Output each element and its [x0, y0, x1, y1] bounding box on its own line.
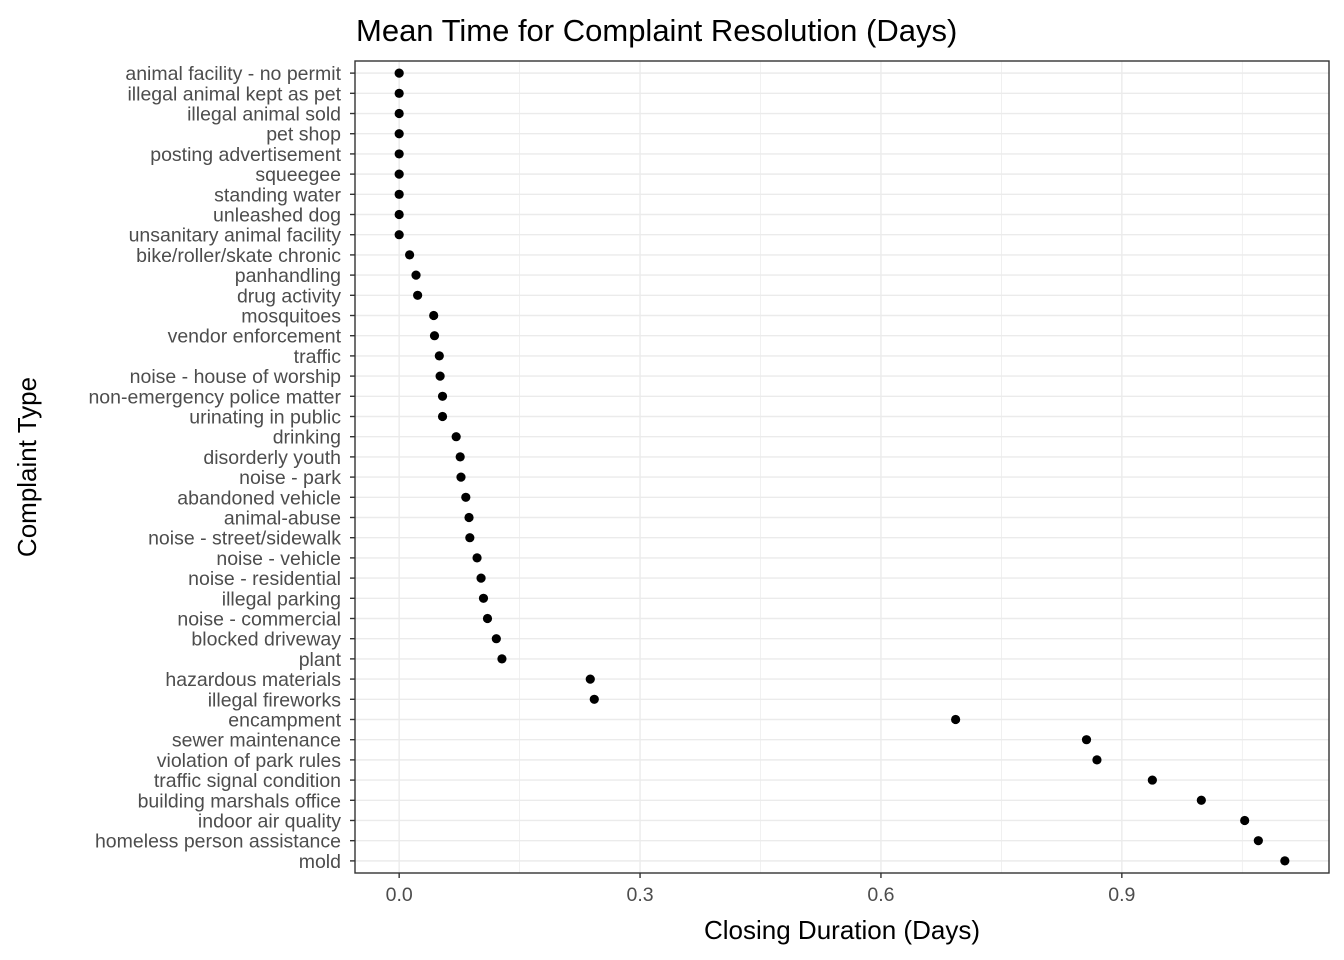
y-tick-label: encampment: [228, 709, 341, 731]
y-tick-label: panhandling: [235, 265, 341, 287]
data-point: [435, 371, 445, 381]
gridlines: [355, 61, 1329, 873]
y-tick-label: animal facility - no permit: [125, 63, 341, 85]
data-point: [1081, 735, 1092, 745]
y-tick-label: hazardous materials: [165, 669, 341, 691]
x-tick-label: 0.3: [626, 884, 653, 906]
data-point: [429, 331, 440, 341]
data-point: [394, 88, 404, 98]
data-point: [394, 169, 404, 179]
y-tick-label: unsanitary animal facility: [129, 225, 342, 247]
data-point: [478, 593, 489, 603]
data-point: [437, 391, 448, 401]
y-tick-label: drug activity: [237, 285, 341, 307]
data-point: [476, 573, 486, 583]
y-tick-label: animal-abuse: [224, 507, 341, 529]
x-tick-label: 0.9: [1108, 884, 1135, 906]
y-tick-label: drinking: [273, 427, 341, 449]
y-tick-label: mold: [299, 851, 341, 873]
data-point: [434, 351, 444, 361]
data-point: [461, 492, 471, 502]
data-point: [1253, 836, 1263, 846]
y-tick-label: illegal fireworks: [208, 689, 342, 711]
y-tick-label: pet shop: [266, 124, 341, 146]
y-tick-label: indoor air quality: [198, 810, 341, 832]
y-tick-label: traffic signal condition: [154, 770, 341, 792]
y-tick-label: bike/roller/skate chronic: [136, 245, 341, 267]
data-point: [394, 230, 404, 240]
data-point: [1240, 815, 1250, 826]
data-point: [491, 634, 501, 644]
y-tick-label: violation of park rules: [157, 750, 342, 772]
y-tick-label: urinating in public: [189, 407, 341, 429]
y-tick-label: noise - residential: [188, 568, 341, 590]
x-axis-title: Closing Duration (Days): [704, 915, 980, 945]
data-point: [951, 714, 961, 725]
x-axis: 0.0 0.3 0.6 0.9: [386, 873, 1135, 906]
data-point: [437, 411, 448, 422]
data-point: [394, 209, 404, 220]
data-point: [411, 270, 421, 280]
y-tick-label: homeless person assistance: [95, 831, 341, 853]
data-point: [465, 533, 475, 543]
data-point: [1280, 856, 1290, 866]
y-tick-label: unleashed dog: [213, 205, 341, 227]
data-point: [405, 250, 415, 260]
data-point: [413, 290, 423, 300]
data-point: [429, 310, 439, 321]
data-point: [455, 452, 465, 462]
data-point: [464, 512, 474, 523]
y-tick-label: building marshals office: [138, 790, 341, 812]
y-tick-label: illegal animal sold: [187, 104, 341, 126]
data-point: [456, 472, 466, 482]
panel-background: [355, 61, 1329, 873]
y-tick-label: disorderly youth: [203, 447, 341, 469]
data-point: [1147, 775, 1157, 785]
data-point: [497, 654, 507, 664]
y-tick-label: vendor enforcement: [168, 326, 342, 348]
x-tick-label: 0.6: [867, 884, 894, 906]
data-point: [585, 674, 595, 684]
panel-border: [354, 60, 1330, 874]
y-tick-label: squeegee: [255, 164, 341, 186]
y-tick-label: noise - house of worship: [130, 366, 342, 388]
y-tick-label: illegal parking: [222, 588, 341, 610]
chart-title: Mean Time for Complaint Resolution (Days…: [356, 13, 957, 48]
plot-panel: [354, 60, 1330, 874]
y-tick-label: illegal animal kept as pet: [127, 83, 341, 105]
y-tick-label: noise - vehicle: [216, 548, 341, 570]
y-tick-label: plant: [299, 649, 342, 671]
y-axis-title: Complaint Type: [12, 377, 42, 557]
y-tick-label: posting advertisement: [150, 144, 341, 166]
y-tick-label: blocked driveway: [191, 629, 341, 651]
data-point: [394, 129, 404, 139]
data-point: [589, 694, 599, 704]
data-point: [394, 149, 404, 159]
data-point: [472, 553, 482, 563]
y-tick-label: noise - commercial: [177, 608, 341, 630]
y-tick-label: mosquitoes: [241, 306, 341, 328]
data-point: [1196, 795, 1206, 805]
data-point: [482, 613, 493, 624]
data-point: [394, 108, 404, 119]
y-tick-label: traffic: [294, 346, 342, 368]
data-point: [394, 68, 404, 78]
y-tick-label: noise - street/sidewalk: [148, 528, 341, 550]
data-point: [1092, 755, 1102, 765]
y-tick-label: non-emergency police matter: [88, 386, 341, 408]
x-tick-label: 0.0: [386, 884, 413, 906]
y-tick-label: standing water: [214, 184, 341, 206]
data-points: [394, 68, 1290, 866]
y-tick-label: abandoned vehicle: [177, 487, 341, 509]
y-tick-label: sewer maintenance: [172, 730, 341, 752]
data-point: [451, 432, 461, 442]
y-tick-label: noise - park: [239, 467, 341, 489]
data-point: [394, 189, 404, 199]
